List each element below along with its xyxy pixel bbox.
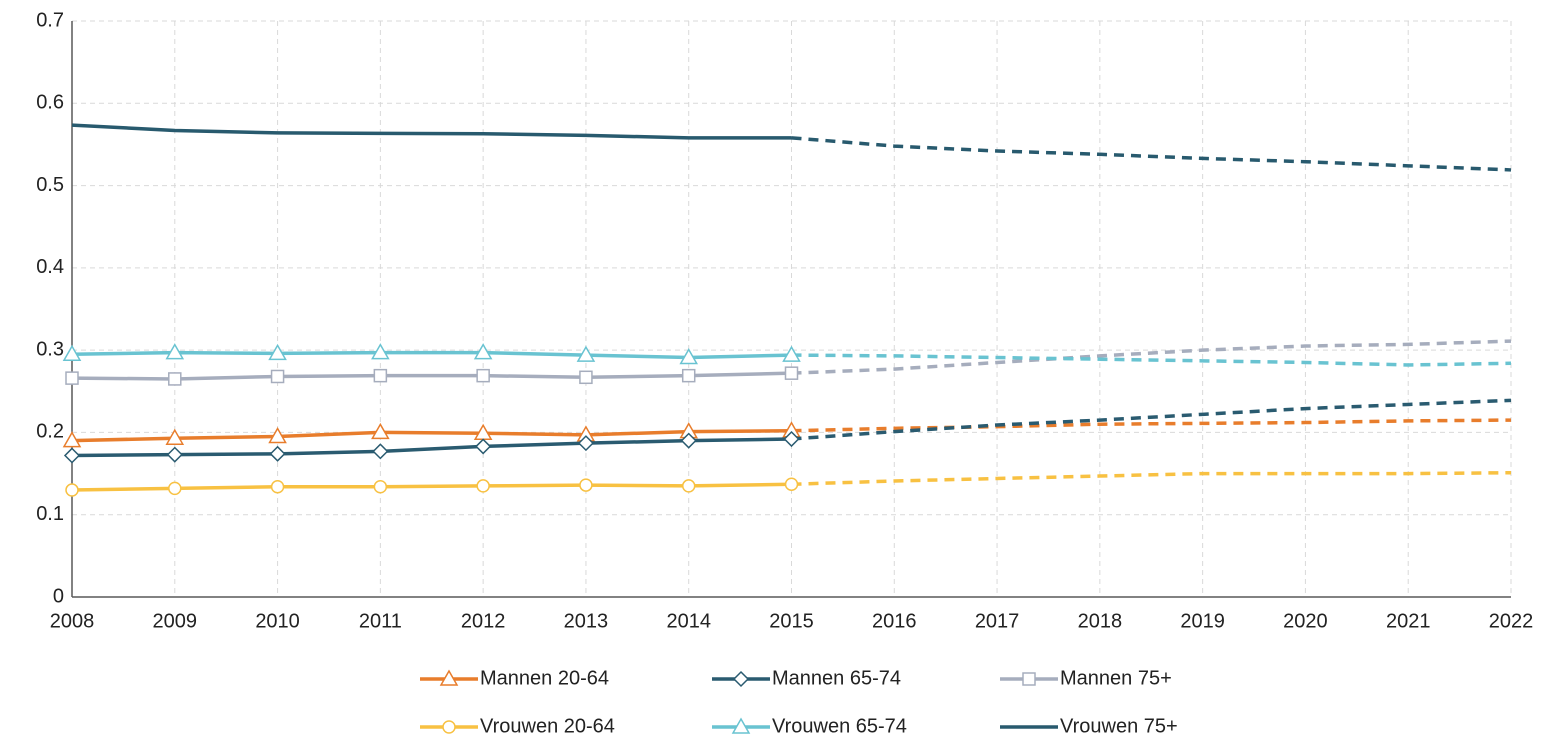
marker (681, 479, 696, 493)
x-tick-label: 2008 (50, 610, 95, 632)
line (71, 482, 792, 492)
y-tick-label: 0.5 (36, 174, 64, 196)
marker (473, 343, 493, 360)
marker (576, 345, 596, 362)
line-projection (791, 418, 1512, 433)
x-tick-label: 2022 (1489, 610, 1534, 632)
marker (65, 483, 79, 497)
line-projection (791, 398, 1512, 441)
x-tick-label: 2018 (1078, 610, 1123, 632)
marker (373, 479, 388, 494)
marker (371, 422, 390, 440)
y-tick-label: 0.1 (36, 503, 64, 525)
marker (680, 432, 697, 449)
legend-marker (439, 669, 459, 686)
x-tick-label: 2010 (255, 610, 300, 632)
y-tick-label: 0.4 (36, 256, 64, 278)
legend-label: Mannen 20-64 (480, 667, 609, 689)
marker (268, 343, 287, 361)
marker (783, 430, 800, 448)
x-tick-label: 2020 (1283, 610, 1328, 632)
legend-label: Vrouwen 75+ (1060, 715, 1178, 737)
marker (784, 366, 799, 380)
line-projection (791, 353, 1512, 367)
x-tick-label: 2017 (975, 610, 1020, 632)
y-tick-label: 0.7 (36, 9, 64, 31)
line (71, 371, 792, 381)
x-tick-label: 2012 (461, 610, 506, 632)
marker (579, 478, 593, 492)
line (71, 123, 792, 140)
marker (270, 369, 285, 384)
x-tick-label: 2014 (666, 610, 711, 632)
line-projection (791, 470, 1512, 487)
x-tick-label: 2015 (769, 610, 814, 632)
legend-marker (1022, 672, 1036, 686)
marker (270, 479, 285, 494)
marker (372, 443, 389, 460)
marker (782, 345, 801, 362)
marker (65, 371, 79, 385)
marker (476, 368, 490, 383)
marker (371, 343, 390, 360)
legend-label: Mannen 65-74 (772, 667, 901, 689)
x-tick-label: 2021 (1386, 610, 1431, 632)
marker (681, 368, 696, 383)
marker (679, 348, 699, 365)
marker (577, 435, 594, 452)
line-projection (791, 136, 1512, 172)
line (71, 350, 792, 360)
marker (476, 479, 490, 493)
x-tick-label: 2016 (872, 610, 917, 632)
legend-label: Vrouwen 20-64 (480, 715, 615, 737)
y-tick-label: 0.2 (36, 421, 64, 443)
y-tick-label: 0.3 (36, 338, 64, 360)
marker (165, 343, 185, 360)
marker (62, 344, 82, 362)
marker (268, 427, 287, 444)
line (71, 429, 792, 443)
legend-marker (732, 670, 750, 688)
marker (62, 431, 82, 448)
y-tick-label: 0.6 (36, 92, 64, 114)
marker (168, 481, 182, 496)
legend-label: Mannen 75+ (1060, 667, 1172, 689)
legend-marker (442, 720, 456, 734)
marker (579, 370, 593, 385)
marker (168, 372, 182, 386)
marker (166, 446, 183, 463)
legend-marker (731, 717, 751, 734)
line-projection (791, 339, 1512, 375)
marker (63, 447, 81, 464)
marker (784, 477, 799, 492)
y-tick-label: 0 (53, 585, 64, 607)
legend-label: Vrouwen 65-74 (772, 715, 907, 737)
marker (269, 445, 286, 462)
line (71, 437, 792, 458)
x-tick-label: 2011 (359, 610, 402, 632)
x-tick-label: 2013 (564, 610, 609, 632)
x-tick-label: 2009 (153, 610, 198, 632)
marker (165, 428, 185, 445)
x-tick-label: 2019 (1180, 610, 1225, 632)
marker (373, 368, 388, 383)
marker (475, 438, 492, 455)
